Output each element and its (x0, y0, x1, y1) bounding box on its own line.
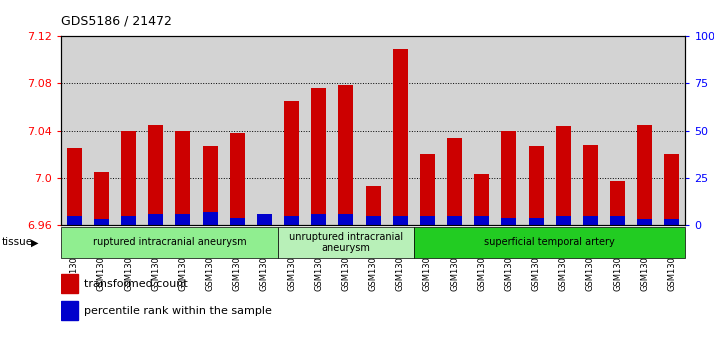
Bar (149, 214, 164, 225)
Bar (501, 131, 516, 225)
Bar (420, 154, 435, 225)
Bar (203, 212, 218, 225)
Bar (284, 101, 299, 225)
Bar (555, 126, 570, 225)
Bar (230, 217, 245, 225)
Bar (528, 146, 543, 225)
Bar (528, 217, 543, 225)
Bar (447, 138, 462, 225)
Text: ▶: ▶ (31, 237, 39, 247)
Bar (366, 186, 381, 225)
Text: unruptured intracranial
aneurysm: unruptured intracranial aneurysm (289, 232, 403, 253)
Bar (501, 217, 516, 225)
Text: ruptured intracranial aneurysm: ruptured intracranial aneurysm (93, 237, 246, 247)
Bar (67, 148, 81, 225)
Bar (149, 125, 164, 225)
Text: tissue: tissue (2, 237, 34, 247)
Bar (393, 49, 408, 225)
Bar (94, 172, 109, 225)
Text: transformed count: transformed count (84, 279, 187, 289)
Bar (474, 174, 489, 225)
Bar (610, 216, 625, 225)
Bar (230, 133, 245, 225)
Bar (121, 131, 136, 225)
Bar (61, 301, 78, 321)
Bar (278, 227, 414, 258)
Bar (67, 216, 81, 225)
Text: superficial temporal artery: superficial temporal artery (484, 237, 615, 247)
Bar (176, 131, 191, 225)
Bar (338, 214, 353, 225)
Text: GDS5186 / 21472: GDS5186 / 21472 (61, 15, 171, 28)
Bar (414, 227, 685, 258)
Bar (447, 216, 462, 225)
Text: percentile rank within the sample: percentile rank within the sample (84, 306, 271, 316)
Bar (311, 214, 326, 225)
Bar (257, 216, 272, 225)
Bar (583, 216, 598, 225)
Bar (338, 85, 353, 225)
Bar (665, 154, 679, 225)
Bar (393, 216, 408, 225)
Bar (94, 219, 109, 225)
Bar (61, 274, 78, 293)
Bar (176, 214, 191, 225)
Bar (121, 216, 136, 225)
Bar (665, 219, 679, 225)
Bar (637, 125, 652, 225)
Bar (555, 216, 570, 225)
Bar (61, 227, 278, 258)
Bar (366, 216, 381, 225)
Bar (610, 182, 625, 225)
Bar (257, 214, 272, 225)
Bar (420, 216, 435, 225)
Bar (474, 216, 489, 225)
Bar (284, 216, 299, 225)
Bar (583, 145, 598, 225)
Bar (203, 146, 218, 225)
Bar (637, 219, 652, 225)
Bar (311, 88, 326, 225)
